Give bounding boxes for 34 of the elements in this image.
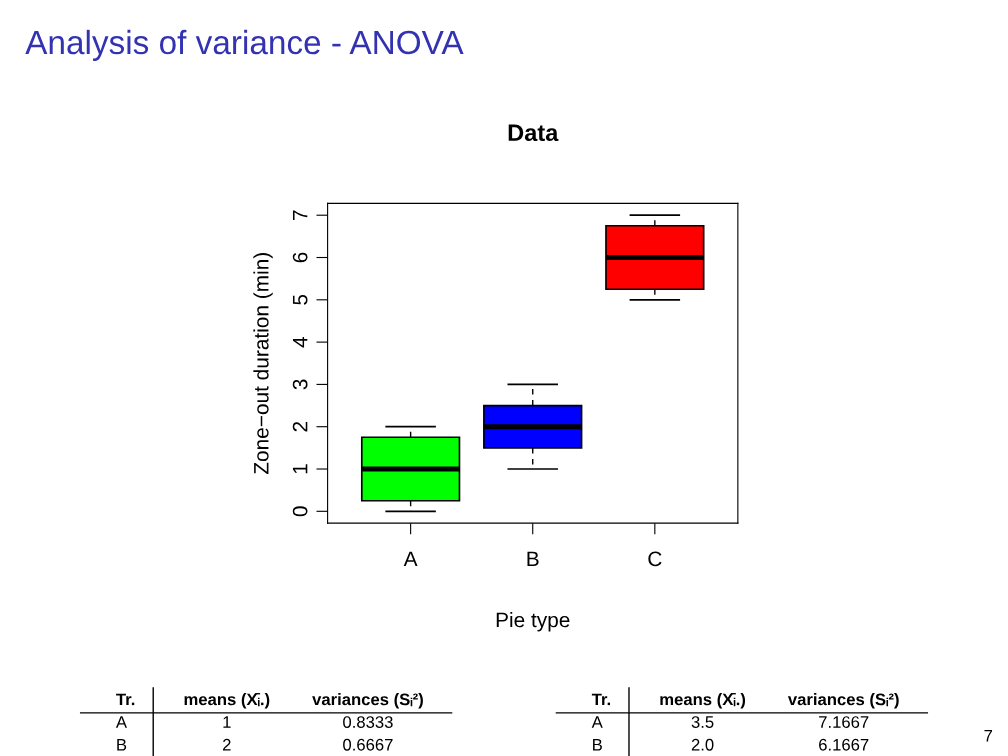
y-tick-label: 2 [292, 421, 308, 432]
text: 7 [984, 729, 993, 742]
text: 2.0 [691, 738, 714, 751]
text: variances (Sᵢ²) [787, 693, 899, 709]
y-tick-label: 3 [292, 379, 308, 390]
y-tick-label: 0 [292, 506, 308, 517]
text: Tr. [116, 693, 135, 706]
text: 6.1667 [819, 738, 869, 751]
text: means (X̄ᵢ.) [660, 693, 746, 709]
text: 2 [223, 738, 231, 751]
text: 7.1667 [819, 716, 869, 728]
x-tick-label: A [403, 551, 418, 567]
text: 0.8333 [343, 716, 393, 728]
text: A [591, 716, 603, 728]
text: 0.6667 [343, 738, 393, 751]
x-tick-label: C [648, 551, 662, 567]
text: 1 [223, 716, 231, 728]
text: 3.5 [691, 716, 714, 728]
x-tick-label: B [527, 551, 539, 567]
y-tick-label: 5 [292, 294, 308, 305]
y-tick-label: 1 [292, 464, 308, 474]
y-tick-label: 4 [292, 336, 308, 348]
text: Tr. [591, 693, 611, 706]
chart-title: Data [508, 124, 559, 142]
text: B [117, 739, 127, 751]
y-tick-label: 7 [292, 210, 308, 220]
text: A [115, 716, 127, 728]
y-tick-label: 6 [292, 252, 308, 263]
text: B [593, 739, 602, 751]
text: means (X̄ᵢ.) [184, 693, 270, 709]
y-axis-title: Zone−out duration (min) [253, 253, 273, 475]
x-axis-title: Pie type [496, 612, 570, 632]
text: variances (Sᵢ²) [312, 693, 423, 709]
text: Analysis of variance - ANOVA [25, 29, 464, 61]
